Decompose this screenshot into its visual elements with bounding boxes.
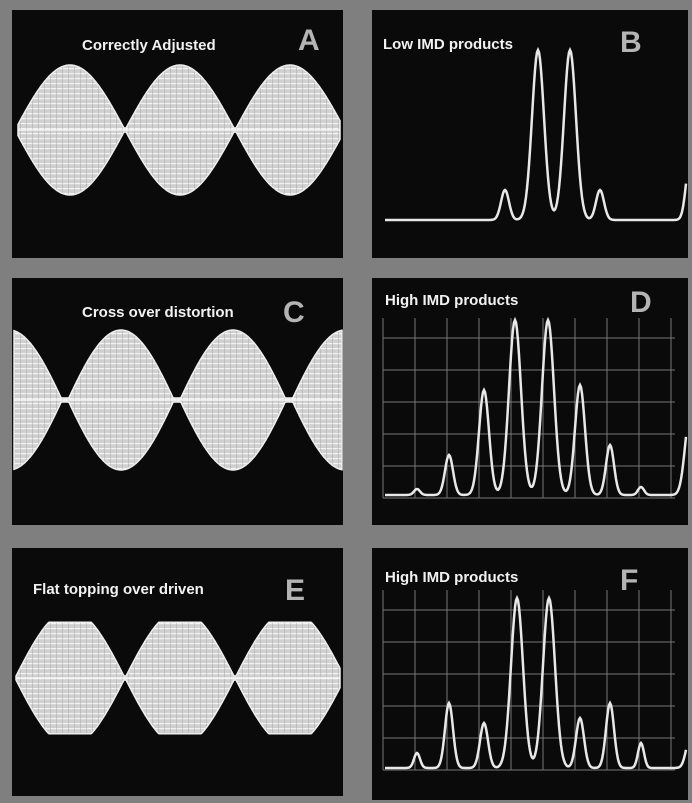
page: Correctly Adjusted A Low IMD products B … (0, 0, 692, 803)
panel-title: Flat topping over driven (33, 581, 204, 598)
panel-letter: F (620, 564, 638, 597)
panel-title: Low IMD products (383, 36, 513, 53)
panel-title: Correctly Adjusted (82, 37, 216, 54)
panel-letter: C (283, 296, 305, 329)
figure: Correctly Adjusted A Low IMD products B … (0, 0, 692, 803)
panel-letter: B (620, 26, 642, 59)
panel-letter: D (630, 286, 652, 319)
panel-letter: A (298, 24, 320, 57)
panel-title: High IMD products (385, 569, 518, 586)
panel-title: Cross over distortion (82, 304, 234, 321)
panel-letter: E (285, 574, 305, 607)
panel-title: High IMD products (385, 292, 518, 309)
